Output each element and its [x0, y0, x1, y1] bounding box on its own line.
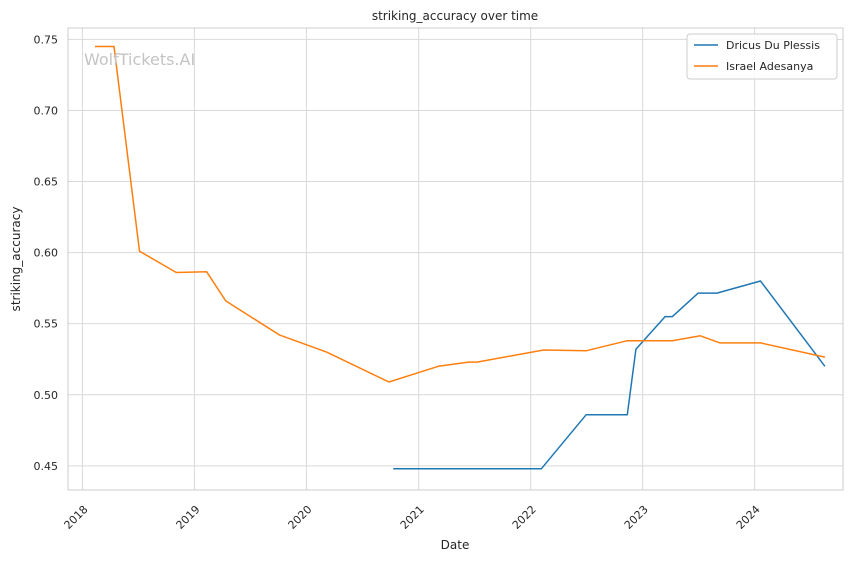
y-tick-label: 0.45 [34, 460, 59, 473]
chart-title: striking_accuracy over time [372, 9, 538, 23]
y-axis: 0.45 0.50 0.55 0.60 0.65 0.70 0.75 [34, 33, 59, 472]
x-axis-label: Date [441, 538, 470, 552]
legend: Dricus Du Plessis Israel Adesanya [686, 33, 838, 80]
watermark: WolfTickets.AI [84, 50, 195, 69]
y-tick-label: 0.65 [34, 176, 59, 189]
gridlines [68, 28, 843, 490]
plot-frame [67, 27, 844, 491]
series-line-dricus-du-plessis [393, 280, 826, 470]
y-axis-label: striking_accuracy [9, 207, 23, 312]
legend-label-dricus-du-plessis: Dricus Du Plessis [726, 39, 820, 52]
y-tick-label: 0.75 [34, 33, 59, 46]
legend-label-israel-adesanya: Israel Adesanya [726, 60, 813, 73]
legend-box [686, 33, 838, 80]
y-tick-label: 0.60 [34, 247, 59, 260]
plot-area [68, 28, 843, 490]
series-line-israel-adesanya [95, 45, 826, 383]
y-tick-label: 0.55 [34, 318, 59, 331]
y-tick-label: 0.50 [34, 389, 59, 402]
y-tick-label: 0.70 [34, 104, 59, 117]
series-layer [95, 45, 826, 470]
